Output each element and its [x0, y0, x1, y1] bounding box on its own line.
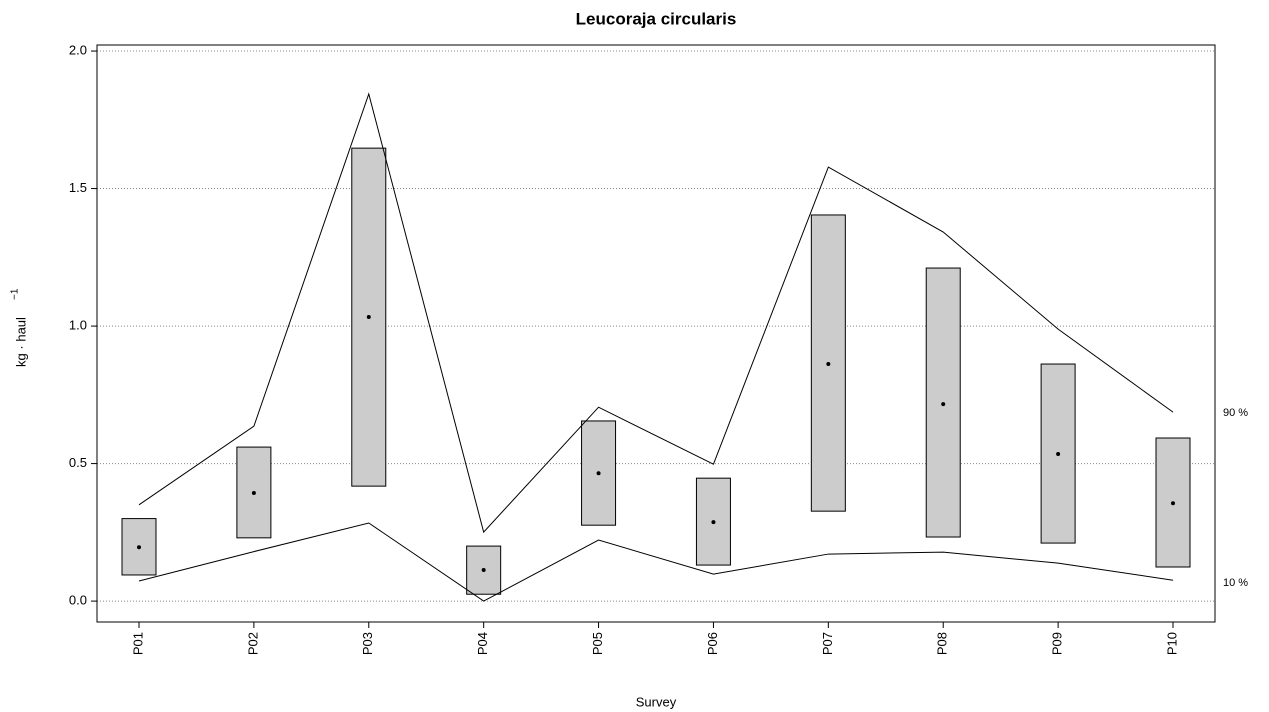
x-tick-label: P10	[1164, 632, 1179, 655]
y-axis-label: kg · haul	[13, 317, 28, 367]
mean-point	[137, 545, 141, 550]
x-tick-label: P08	[935, 632, 950, 655]
percentile-line	[138, 92, 1174, 534]
y-axis-label-group: kg · haul −1	[10, 288, 29, 367]
mean-point	[941, 402, 946, 407]
x-tick-label: P07	[820, 632, 835, 655]
mean-point	[1056, 451, 1061, 456]
mean-point	[366, 314, 371, 319]
mean-point	[1171, 501, 1175, 506]
x-tick-label: P01	[130, 632, 145, 655]
y-tick-label: 1.0	[69, 318, 87, 333]
series-label: 90 %	[1223, 407, 1248, 419]
x-tick-label: P04	[475, 632, 490, 655]
series-label: 10 %	[1223, 577, 1248, 589]
x-axis-label: Survey	[636, 694, 677, 709]
mean-point	[596, 471, 601, 476]
x-tick-label: P09	[1050, 632, 1065, 655]
plot-frame	[96, 44, 1216, 623]
mean-point	[711, 520, 716, 525]
mean-point	[826, 362, 831, 367]
y-tick-label: 2.0	[69, 42, 87, 57]
y-tick-label: 0.0	[69, 593, 87, 608]
mean-point	[251, 491, 256, 496]
x-tick-label: P06	[705, 632, 720, 655]
mean-point	[481, 568, 486, 573]
x-tick-label: P05	[590, 632, 605, 655]
y-tick-label: 1.5	[69, 180, 87, 195]
x-tick-label: P02	[245, 632, 260, 655]
y-tick-label: 0.5	[69, 455, 87, 470]
x-tick-label: P03	[360, 632, 375, 655]
chart-title: Leucoraja circularis	[576, 9, 737, 28]
percentile-line	[138, 522, 1174, 602]
y-axis-label-exponent: −1	[10, 288, 21, 300]
